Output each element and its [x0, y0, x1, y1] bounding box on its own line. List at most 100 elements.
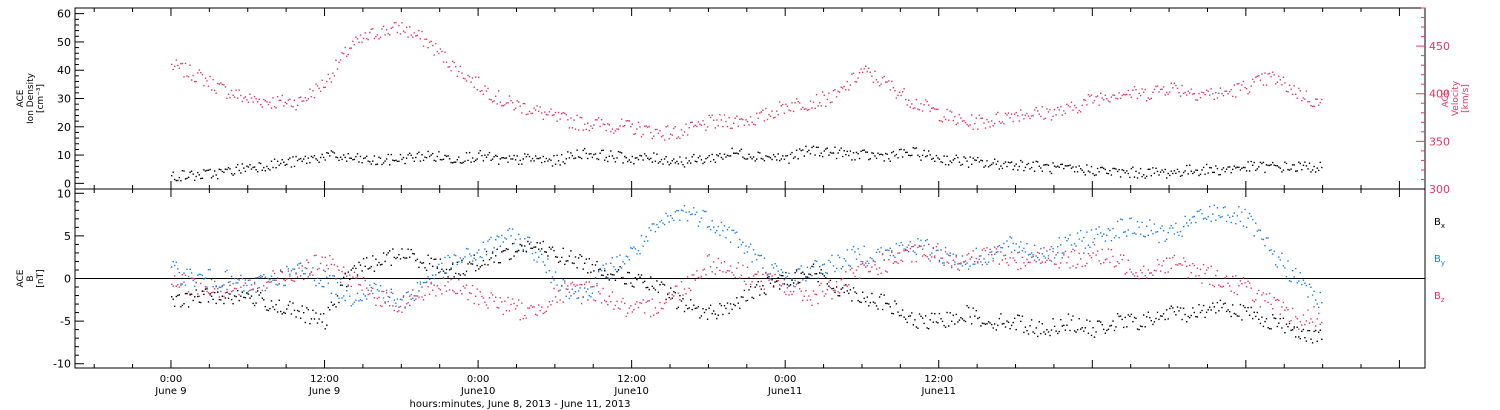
data-point: [1107, 248, 1110, 250]
data-point: [536, 105, 538, 107]
data-point: [210, 295, 213, 297]
data-point: [421, 262, 423, 264]
data-point: [951, 111, 953, 113]
data-point: [1282, 317, 1285, 319]
data-point: [1049, 109, 1051, 111]
data-point: [1060, 163, 1062, 166]
data-point: [401, 22, 403, 24]
data-point: [846, 285, 848, 287]
data-point: [1153, 223, 1156, 225]
data-point: [432, 44, 434, 47]
data-point: [1029, 325, 1031, 327]
data-point: [1115, 265, 1117, 267]
data-point: [819, 272, 821, 274]
data-point: [304, 273, 306, 275]
data-point: [544, 160, 546, 163]
data-point: [714, 161, 716, 163]
data-point: [989, 248, 991, 251]
data-point: [501, 301, 503, 303]
data-point: [541, 248, 543, 250]
data-point: [1230, 290, 1232, 292]
data-point: [855, 258, 858, 260]
data-point: [911, 154, 913, 157]
data-point: [487, 307, 489, 309]
data-point: [447, 276, 449, 278]
data-point: [287, 158, 290, 161]
data-point: [355, 277, 357, 279]
data-point: [831, 152, 833, 154]
data-point: [467, 74, 469, 77]
data-point: [1166, 309, 1168, 311]
data-point: [1245, 170, 1248, 172]
data-point: [1210, 309, 1212, 311]
data-point: [792, 157, 795, 159]
data-point: [743, 289, 746, 292]
data-point: [849, 289, 852, 291]
data-point: [593, 285, 595, 288]
data-point: [344, 156, 346, 159]
data-point: [1276, 298, 1278, 301]
data-point: [499, 245, 501, 247]
data-point: [1018, 314, 1020, 317]
legend-entry: Bx: [1434, 217, 1445, 230]
data-point: [670, 298, 672, 300]
data-point: [825, 277, 827, 279]
data-point: [1319, 291, 1321, 294]
data-point: [619, 151, 621, 153]
data-point: [1219, 87, 1222, 89]
data-point: [1046, 329, 1048, 331]
data-point: [1046, 163, 1048, 166]
data-point: [531, 112, 534, 114]
data-point: [1001, 247, 1004, 249]
data-point: [643, 280, 646, 283]
data-point: [1003, 123, 1005, 125]
data-point: [1032, 114, 1034, 117]
data-point: [358, 41, 360, 43]
data-point: [997, 324, 999, 327]
data-point: [1319, 329, 1321, 331]
data-point: [722, 313, 724, 316]
data-point: [488, 238, 491, 241]
data-point: [346, 285, 348, 288]
data-point: [367, 289, 369, 291]
data-point: [1176, 87, 1179, 89]
data-point: [312, 274, 314, 276]
data-point: [722, 158, 724, 160]
data-point: [370, 290, 372, 292]
data-point: [514, 238, 517, 241]
data-point: [1119, 254, 1122, 256]
data-point: [521, 163, 523, 165]
data-point: [648, 158, 650, 161]
x-tick-label: June10: [460, 386, 496, 397]
data-point: [561, 112, 563, 115]
data-point: [249, 93, 251, 95]
data-point: [1135, 89, 1137, 91]
data-point: [651, 137, 653, 140]
data-point: [527, 153, 529, 156]
data-point: [963, 120, 965, 122]
data-point: [888, 259, 890, 261]
data-point: [1110, 248, 1113, 251]
data-point: [224, 297, 227, 299]
data-point: [1047, 255, 1050, 257]
data-point: [433, 284, 435, 286]
data-point: [471, 263, 474, 265]
data-point: [779, 284, 781, 286]
data-point: [604, 268, 606, 270]
data-point: [631, 155, 633, 158]
data-point: [1242, 80, 1245, 83]
data-point: [172, 68, 174, 71]
data-point: [412, 36, 414, 38]
data-point: [624, 302, 626, 304]
data-point: [754, 286, 756, 288]
data-point: [608, 279, 610, 281]
data-point: [1173, 170, 1176, 172]
data-point: [278, 299, 280, 301]
data-point: [769, 278, 772, 280]
data-point: [1207, 90, 1209, 92]
data-point: [557, 111, 560, 114]
data-point: [731, 308, 733, 311]
data-point: [673, 291, 675, 293]
data-point: [756, 273, 758, 276]
data-point: [1007, 246, 1010, 248]
